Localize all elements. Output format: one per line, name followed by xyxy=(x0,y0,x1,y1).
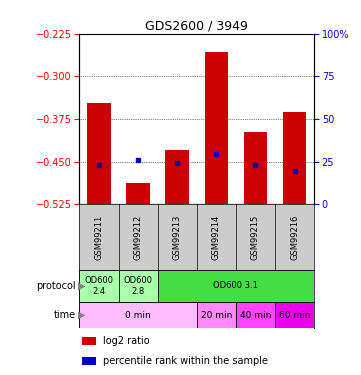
Bar xyxy=(158,270,314,302)
Text: time: time xyxy=(54,310,76,320)
Bar xyxy=(236,302,275,328)
Bar xyxy=(197,302,236,328)
Bar xyxy=(165,150,189,204)
Text: ▶: ▶ xyxy=(78,281,85,291)
Text: GSM99216: GSM99216 xyxy=(290,214,299,260)
Bar xyxy=(82,337,96,345)
Text: log2 ratio: log2 ratio xyxy=(103,336,149,346)
Bar xyxy=(87,103,111,204)
Text: 0 min: 0 min xyxy=(125,310,151,320)
Text: 60 min: 60 min xyxy=(279,310,310,320)
Bar xyxy=(283,112,306,204)
Text: OD600
2.4: OD600 2.4 xyxy=(84,276,113,296)
Text: percentile rank within the sample: percentile rank within the sample xyxy=(103,356,268,366)
Bar xyxy=(118,270,158,302)
Text: OD600
2.8: OD600 2.8 xyxy=(123,276,153,296)
Bar xyxy=(244,132,267,204)
Text: 40 min: 40 min xyxy=(240,310,271,320)
Text: GSM99211: GSM99211 xyxy=(95,214,104,260)
Bar xyxy=(79,270,118,302)
Bar xyxy=(82,357,96,365)
Text: GSM99215: GSM99215 xyxy=(251,214,260,260)
Text: ▶: ▶ xyxy=(78,310,85,320)
Text: OD600 3.1: OD600 3.1 xyxy=(213,281,258,290)
Text: 20 min: 20 min xyxy=(201,310,232,320)
Title: GDS2600 / 3949: GDS2600 / 3949 xyxy=(145,20,248,33)
Bar xyxy=(275,302,314,328)
Text: GSM99212: GSM99212 xyxy=(134,214,143,260)
Bar xyxy=(126,183,150,204)
Text: protocol: protocol xyxy=(36,281,76,291)
Bar xyxy=(79,302,197,328)
Text: GSM99213: GSM99213 xyxy=(173,214,182,260)
Bar xyxy=(205,52,228,204)
Text: GSM99214: GSM99214 xyxy=(212,214,221,260)
